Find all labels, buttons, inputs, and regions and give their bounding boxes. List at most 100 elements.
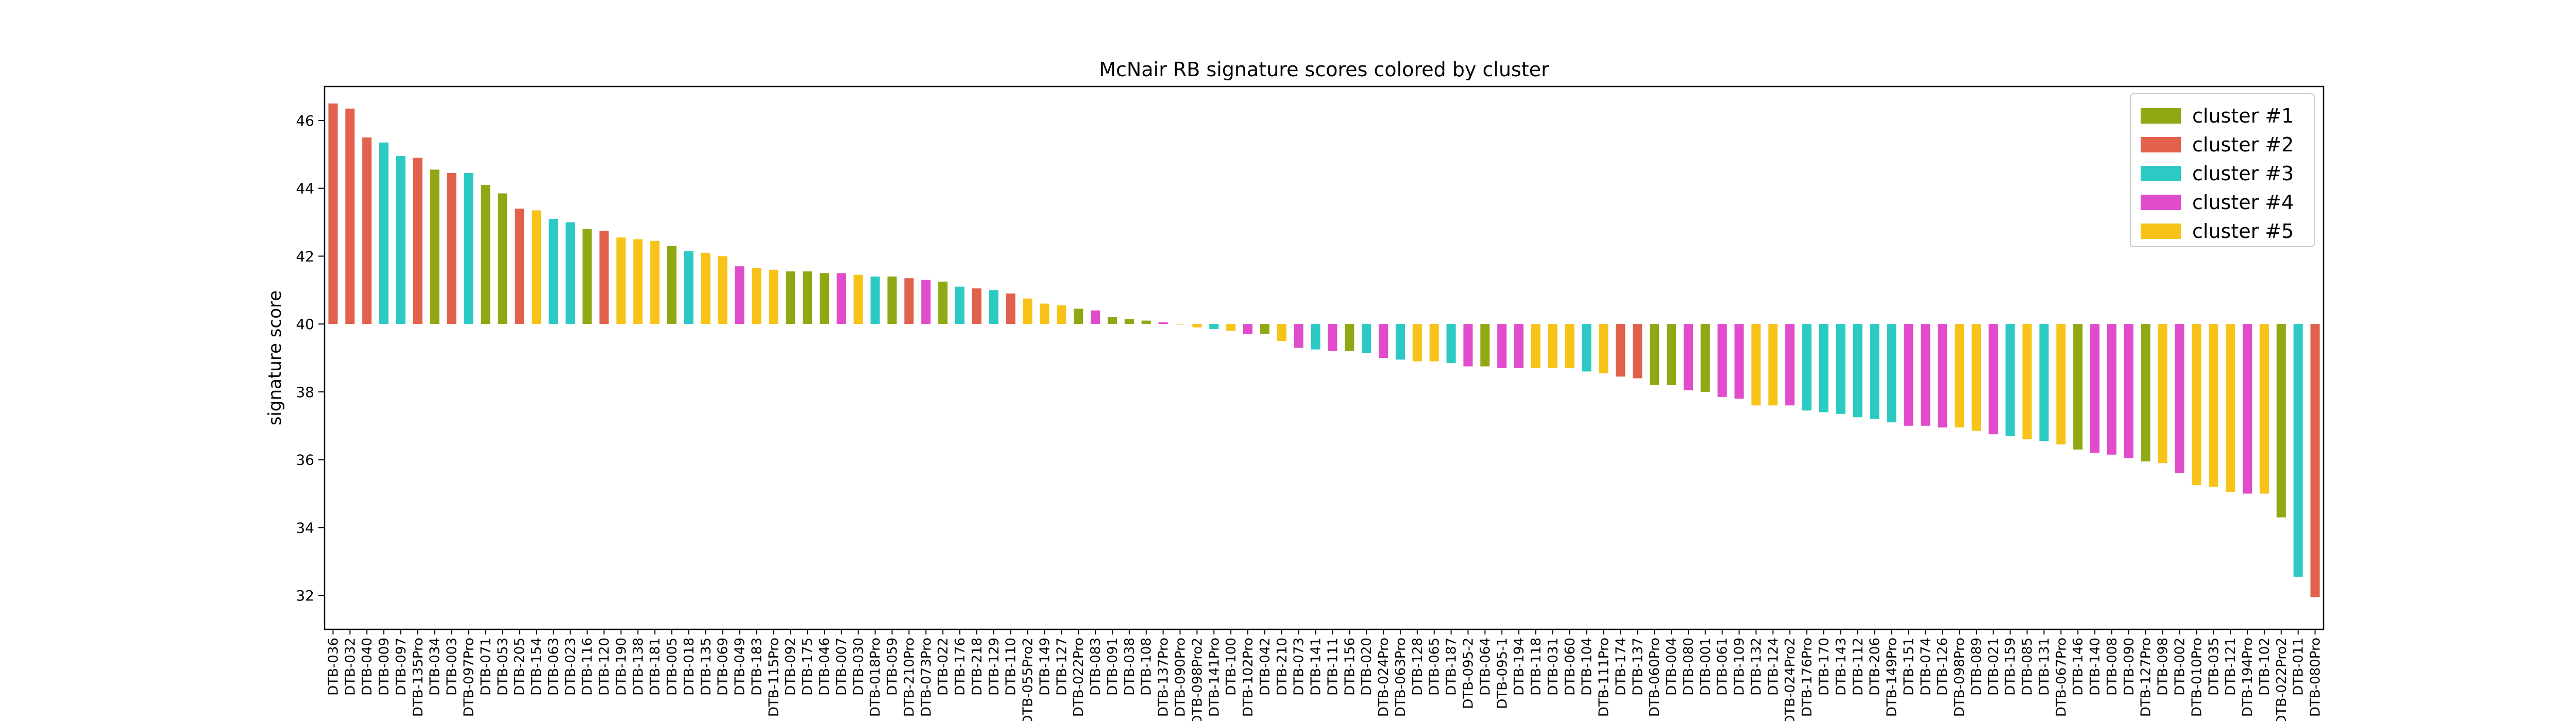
bar: [1768, 324, 1778, 406]
legend-swatch: [2141, 137, 2181, 152]
legend-swatch: [2141, 224, 2181, 239]
bar: [1785, 324, 1795, 406]
bar: [413, 158, 422, 324]
bar: [2158, 324, 2167, 464]
x-tick-label: DTB-036: [326, 638, 341, 696]
x-tick-label: DTB-038: [1122, 638, 1138, 696]
legend-label: cluster #2: [2192, 133, 2294, 156]
x-tick-label: DTB-111Pro: [1597, 638, 1612, 717]
bar: [2039, 324, 2049, 441]
bar: [1616, 324, 1625, 377]
bar: [2141, 324, 2150, 461]
bar: [1277, 324, 1286, 341]
x-tick-label: DTB-024Pro2: [1783, 638, 1798, 721]
x-tick-label: DTB-135: [699, 638, 714, 696]
bar: [396, 156, 406, 324]
legend-label: cluster #4: [2192, 191, 2294, 214]
x-tick-label: DTB-060: [1563, 638, 1578, 696]
y-tick-label: 36: [296, 452, 314, 469]
x-tick-label: DTB-073: [1292, 638, 1307, 696]
x-tick-label: DTB-065: [1427, 638, 1443, 696]
x-tick-label: DTB-018: [682, 638, 697, 696]
bar: [1921, 324, 1930, 426]
x-tick-label: DTB-022Pro: [1071, 638, 1087, 717]
y-tick-label: 34: [296, 519, 314, 536]
x-tick-label: DTB-059: [885, 638, 901, 696]
x-tick-label: DTB-102Pro: [1241, 638, 1256, 717]
x-tick-label: DTB-091: [1105, 638, 1121, 696]
y-tick-label: 32: [296, 587, 314, 604]
bar: [515, 209, 524, 324]
bar: [803, 271, 812, 324]
bar: [1548, 324, 1557, 368]
chart-title: McNair RB signature scores colored by cl…: [1099, 58, 1549, 81]
x-tick-label: DTB-055Pro2: [1021, 638, 1036, 721]
x-tick-label: DTB-040: [360, 638, 375, 696]
bar: [1988, 324, 1998, 435]
bar: [2276, 324, 2286, 518]
x-tick-label: DTB-137: [1630, 638, 1646, 696]
bar: [650, 241, 660, 324]
bar: [1887, 324, 1896, 423]
x-tick-label: DTB-061: [1715, 638, 1731, 696]
x-tick-label: DTB-104: [1580, 638, 1595, 696]
x-tick-label: DTB-008: [2105, 638, 2120, 696]
legend: cluster #1 cluster #2 cluster #3 cluster #4…: [2130, 93, 2315, 247]
y-axis-label: signature score: [265, 290, 285, 425]
x-tick-label: DTB-095-2: [1461, 638, 1476, 709]
bar: [2073, 324, 2083, 450]
y-tick-label: 42: [296, 248, 314, 265]
legend-label: cluster #5: [2192, 220, 2294, 243]
bar: [1379, 324, 1388, 358]
x-tick-label: DTB-124: [1766, 638, 1781, 696]
y-tick-label: 44: [296, 180, 314, 197]
x-tick-label: DTB-154: [529, 638, 545, 696]
x-tick-label: DTB-004: [1664, 638, 1680, 696]
bar: [1734, 324, 1744, 399]
x-tick-label: DTB-176: [953, 638, 968, 696]
x-tick-label: DTB-071: [478, 638, 494, 696]
bar: [1040, 303, 1049, 324]
bar: [2226, 324, 2235, 492]
bar: [1395, 324, 1405, 360]
x-tick-label: DTB-170: [1817, 638, 1832, 696]
bar: [1802, 324, 1812, 411]
bar: [2209, 324, 2218, 487]
bar: [972, 288, 981, 324]
legend-label: cluster #1: [2192, 105, 2294, 127]
bar: [2175, 324, 2184, 473]
bar: [2056, 324, 2066, 444]
x-tick-label: DTB-032: [343, 638, 358, 696]
x-tick-label: DTB-031: [1546, 638, 1561, 696]
x-tick-label: DTB-010Pro: [2189, 638, 2205, 717]
y-axis: 32 34 36 38 40 42 44 46: [296, 112, 325, 604]
x-tick-label: DTB-098Pro2: [1190, 638, 1205, 721]
bar: [362, 137, 372, 324]
x-tick-label: DTB-097: [394, 638, 409, 696]
x-tick-label: DTB-024Pro: [1376, 638, 1392, 717]
bar: [2242, 324, 2252, 494]
x-tick-label: DTB-118: [1529, 638, 1544, 696]
bar: [1328, 324, 1337, 351]
x-tick-label: DTB-127Pro: [2139, 638, 2154, 717]
x-tick-label: DTB-146: [2071, 638, 2086, 696]
bar: [1497, 324, 1507, 368]
bar: [430, 169, 439, 324]
bar: [1938, 324, 1947, 428]
bar: [904, 278, 914, 324]
bar: [752, 268, 761, 324]
bar: [531, 210, 541, 324]
x-tick-label: DTB-149Pro: [1885, 638, 1900, 717]
bar: [1192, 324, 1202, 328]
x-tick-label: DTB-080: [1681, 638, 1697, 696]
x-tick-label: DTB-206: [1868, 638, 1883, 696]
bar: [1429, 324, 1439, 362]
x-tick-label: DTB-009: [377, 638, 392, 696]
x-tick-label: DTB-035: [2206, 638, 2222, 696]
bar: [989, 290, 998, 324]
x-tick-label: DTB-100: [1224, 638, 1239, 696]
bar: [1836, 324, 1845, 414]
bar: [1667, 324, 1676, 385]
x-tick-label: DTB-011: [2291, 638, 2307, 696]
x-tick-label: DTB-218: [970, 638, 985, 696]
